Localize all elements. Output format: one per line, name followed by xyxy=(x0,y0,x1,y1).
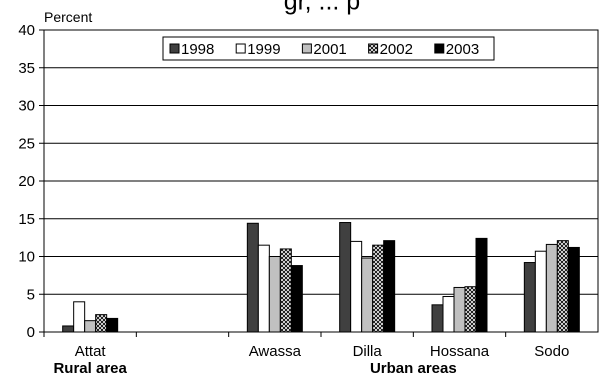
bar-2003-sodo xyxy=(567,246,580,333)
legend-label-2003: 2003 xyxy=(446,41,479,58)
bar-2002-sodo xyxy=(556,240,569,333)
x-category-label: Sodo xyxy=(534,343,569,360)
legend-label-2002: 2002 xyxy=(380,41,413,58)
bar-1998-sodo xyxy=(523,262,536,333)
y-tick-label: 40 xyxy=(18,22,35,39)
y-tick-label: 25 xyxy=(18,135,35,152)
y-axis-title: Percent xyxy=(44,9,92,25)
x-category-label: Attat xyxy=(75,343,107,360)
chart-title: gr, ... p xyxy=(284,0,360,16)
bar-2003-awassa xyxy=(290,265,303,333)
y-tick-label: 0 xyxy=(27,324,35,341)
legend-swatch-1999 xyxy=(235,43,246,54)
x-group-label: Rural area xyxy=(53,360,127,377)
y-tick-label: 30 xyxy=(18,98,35,115)
y-tick-label: 20 xyxy=(18,173,35,190)
y-tick-label: 10 xyxy=(18,249,35,266)
bar-2002-attat xyxy=(95,314,108,333)
bar-2003-hossana xyxy=(475,237,488,333)
legend-swatch-2002 xyxy=(368,43,379,54)
legend-label-2001: 2001 xyxy=(313,41,346,58)
gridlines xyxy=(43,29,599,333)
x-category-label: Dilla xyxy=(353,343,383,360)
y-tick-label: 5 xyxy=(27,286,35,303)
bar-2003-dilla xyxy=(383,240,396,333)
bar-1999-dilla xyxy=(350,240,363,333)
legend-swatch-2003 xyxy=(434,43,445,54)
bar-1998-attat xyxy=(62,325,75,333)
y-tick-label: 35 xyxy=(18,60,35,77)
legend-box xyxy=(162,36,495,61)
bar-1999-sodo xyxy=(534,250,547,333)
bar-1998-hossana xyxy=(431,304,444,333)
bar-1999-hossana xyxy=(442,296,455,333)
y-tick-label: 15 xyxy=(18,211,35,228)
x-category-label: Awassa xyxy=(249,343,302,360)
bar-1998-awassa xyxy=(246,222,259,333)
y-axis-ticks: 0 5 10 15 20 25 30 35 40 xyxy=(18,22,44,341)
bar-2001-awassa xyxy=(268,256,281,333)
bar-1999-awassa xyxy=(257,244,270,333)
x-group-label: Urban areas xyxy=(370,360,457,377)
legend: 1998 1999 2001 2002 2003 xyxy=(162,36,495,61)
bars xyxy=(62,222,580,333)
bar-2001-attat xyxy=(84,320,97,333)
bar-2002-hossana xyxy=(464,286,477,333)
x-category-label: Hossana xyxy=(430,343,490,360)
bar-2001-hossana xyxy=(453,286,466,333)
bar-2003-attat xyxy=(106,317,119,333)
bar-2002-dilla xyxy=(372,244,385,333)
legend-swatch-1998 xyxy=(169,43,180,54)
bar-1998-dilla xyxy=(339,222,352,333)
bar-2001-sodo xyxy=(545,243,558,333)
bar-1999-attat xyxy=(73,301,86,333)
legend-swatch-2001 xyxy=(301,43,312,54)
legend-label-1998: 1998 xyxy=(181,41,214,58)
bar-2002-awassa xyxy=(279,248,292,333)
x-axis: Attat Awassa Dilla Hossana Sodo Rural area Urb… xyxy=(43,332,569,377)
bar-2001-dilla xyxy=(361,257,374,333)
legend-label-1999: 1999 xyxy=(247,41,280,58)
